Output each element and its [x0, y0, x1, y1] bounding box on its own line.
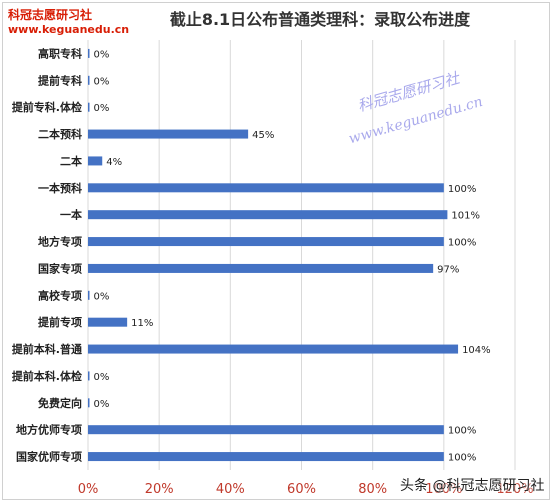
data-label: 101%: [451, 211, 480, 222]
data-label: 0%: [94, 291, 110, 302]
data-label: 100%: [448, 453, 477, 464]
category-label: 一本: [60, 208, 82, 222]
chart-frame: [2, 2, 550, 500]
bar: [88, 398, 90, 408]
x-tick-label: 20%: [145, 482, 174, 497]
category-label: 二本预科: [38, 127, 82, 141]
bar: [88, 371, 90, 381]
data-label: 100%: [448, 238, 477, 249]
category-label: 高校专项: [38, 288, 82, 302]
category-label: 国家优师专项: [16, 450, 82, 464]
category-label: 二本: [60, 154, 82, 168]
category-label: 提前专项: [38, 315, 82, 329]
bar: [88, 425, 444, 435]
x-tick-label: 80%: [358, 482, 387, 497]
category-label: 提前本科.体检: [12, 369, 82, 383]
bar: [88, 263, 434, 273]
data-label: 0%: [94, 76, 110, 87]
category-label: 高职专科: [38, 46, 82, 60]
data-label: 45%: [252, 130, 274, 141]
bar: [88, 129, 249, 139]
data-label: 104%: [462, 345, 491, 356]
x-tick-label: 40%: [216, 482, 245, 497]
bar: [88, 183, 444, 193]
chart-title: 截止8.1日公布普通类理科：录取公布进度: [169, 10, 471, 29]
data-label: 4%: [106, 157, 122, 168]
logo-url: www.keguanedu.cn: [8, 23, 130, 36]
logo-name: 科冠志愿研习社: [8, 8, 93, 22]
category-label: 一本预科: [38, 181, 82, 195]
bar: [88, 156, 103, 166]
bar: [88, 317, 128, 327]
category-label: 提前专科: [38, 73, 82, 87]
category-label: 提前专科.体检: [12, 100, 82, 114]
bar: [88, 75, 90, 85]
bar: [88, 102, 90, 112]
bar: [88, 290, 90, 300]
x-tick-label: 60%: [287, 482, 316, 497]
data-label: 0%: [94, 49, 110, 60]
data-label: 100%: [448, 184, 477, 195]
category-label: 国家专项: [38, 261, 82, 275]
footer-attribution: 头条 @科冠志愿研习社: [400, 478, 545, 494]
data-label: 11%: [131, 318, 153, 329]
category-label: 地方专项: [38, 235, 82, 249]
bar: [88, 210, 448, 220]
data-label: 0%: [94, 103, 110, 114]
data-label: 97%: [437, 264, 459, 275]
category-label: 免费定向: [38, 396, 82, 410]
category-label: 提前本科.普通: [12, 342, 82, 356]
data-label: 0%: [94, 399, 110, 410]
bar: [88, 237, 444, 247]
bar: [88, 48, 90, 58]
bar: [88, 344, 459, 354]
bar: [88, 452, 444, 462]
category-label: 地方优师专项: [16, 423, 82, 437]
x-tick-label: 0%: [78, 482, 99, 497]
data-label: 0%: [94, 372, 110, 383]
x-tick-label: 120%: [496, 482, 533, 497]
x-tick-label: 100%: [425, 482, 462, 497]
data-label: 100%: [448, 426, 477, 437]
